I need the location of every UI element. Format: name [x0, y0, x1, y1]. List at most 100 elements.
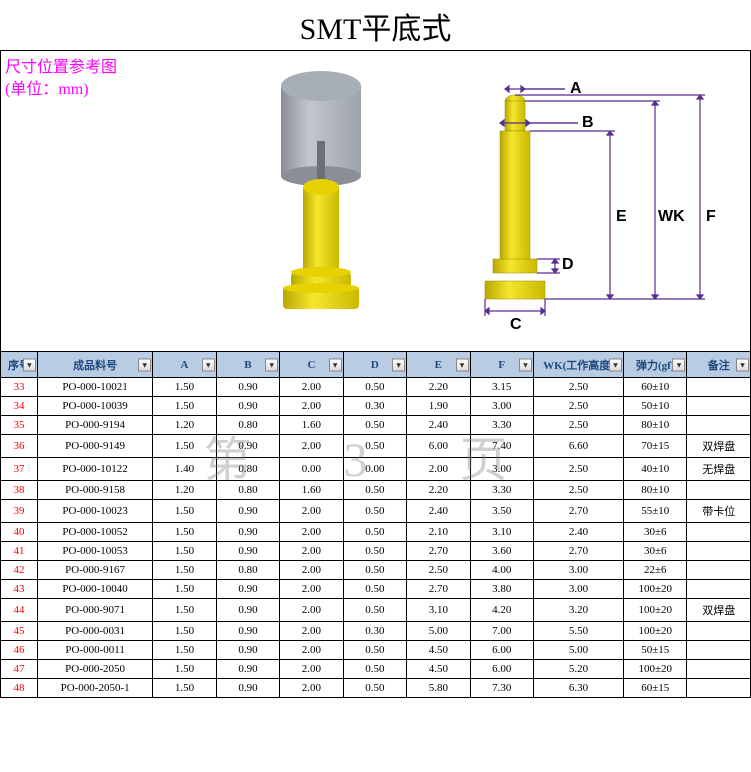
- table-cell: 2.00: [280, 397, 343, 416]
- column-label: 弹力(gf): [636, 360, 675, 372]
- table-cell: 0.50: [343, 660, 406, 679]
- column-header[interactable]: WK(工作高度)▾: [534, 352, 624, 378]
- table-cell: 2.10: [407, 523, 470, 542]
- table-cell: PO-000-2050-1: [37, 679, 152, 698]
- table-cell: 47: [1, 660, 38, 679]
- table-cell: 6.60: [534, 435, 624, 458]
- filter-dropdown-icon[interactable]: ▾: [736, 358, 749, 371]
- table-cell: 6.30: [534, 679, 624, 698]
- table-cell: PO-000-10039: [37, 397, 152, 416]
- table-cell: 1.50: [153, 679, 216, 698]
- table-cell: 3.00: [470, 458, 533, 481]
- column-header[interactable]: E▾: [407, 352, 470, 378]
- table-cell: 0.50: [343, 416, 406, 435]
- filter-dropdown-icon[interactable]: ▾: [519, 358, 532, 371]
- table-row: 42PO-000-91671.500.802.000.502.504.003.0…: [1, 561, 751, 580]
- column-header[interactable]: C▾: [280, 352, 343, 378]
- column-header[interactable]: 序号▾: [1, 352, 38, 378]
- table-cell: 1.50: [153, 542, 216, 561]
- table-cell: 3.00: [534, 561, 624, 580]
- table-cell: PO-000-0031: [37, 622, 152, 641]
- filter-dropdown-icon[interactable]: ▾: [456, 358, 469, 371]
- table-cell: [687, 641, 751, 660]
- filter-dropdown-icon[interactable]: ▾: [202, 358, 215, 371]
- table-cell: 2.20: [407, 481, 470, 500]
- table-cell: [687, 378, 751, 397]
- column-header[interactable]: B▾: [216, 352, 279, 378]
- table-cell: 100±20: [624, 599, 687, 622]
- table-cell: PO-000-9167: [37, 561, 152, 580]
- table-cell: 33: [1, 378, 38, 397]
- table-cell: 2.00: [280, 542, 343, 561]
- table-cell: 2.00: [280, 679, 343, 698]
- diagram-area: 尺寸位置参考图 (单位：mm): [0, 51, 751, 351]
- table-cell: [687, 622, 751, 641]
- table-cell: 0.90: [216, 500, 279, 523]
- table-cell: 5.00: [407, 622, 470, 641]
- table-cell: 0.00: [280, 458, 343, 481]
- table-cell: 2.50: [534, 397, 624, 416]
- column-header[interactable]: F▾: [470, 352, 533, 378]
- table-cell: 0.30: [343, 622, 406, 641]
- spec-table: 序号▾成品料号▾A▾B▾C▾D▾E▾F▾WK(工作高度)▾弹力(gf)▾备注▾ …: [0, 351, 751, 698]
- table-cell: 50±15: [624, 641, 687, 660]
- table-cell: 3.15: [470, 378, 533, 397]
- dimension-diagram: A B D C E WK F: [460, 71, 730, 341]
- table-cell: 1.50: [153, 523, 216, 542]
- column-header[interactable]: 成品料号▾: [37, 352, 152, 378]
- filter-dropdown-icon[interactable]: ▾: [138, 358, 151, 371]
- filter-dropdown-icon[interactable]: ▾: [23, 358, 36, 371]
- table-cell: PO-000-10040: [37, 580, 152, 599]
- filter-dropdown-icon[interactable]: ▾: [672, 358, 685, 371]
- table-cell: 2.50: [407, 561, 470, 580]
- dim-label-c: C: [510, 316, 522, 333]
- table-cell: 38: [1, 481, 38, 500]
- dim-label-f: F: [706, 208, 716, 225]
- table-cell: 0.90: [216, 641, 279, 660]
- table-cell: 0.50: [343, 481, 406, 500]
- table-cell: 50±10: [624, 397, 687, 416]
- column-header[interactable]: D▾: [343, 352, 406, 378]
- table-cell: 0.50: [343, 679, 406, 698]
- dim-label-d: D: [562, 256, 574, 273]
- table-cell: 2.00: [280, 660, 343, 679]
- table-cell: 2.50: [534, 378, 624, 397]
- table-row: 46PO-000-00111.500.902.000.504.506.005.0…: [1, 641, 751, 660]
- filter-dropdown-icon[interactable]: ▾: [609, 358, 622, 371]
- table-cell: 3.50: [470, 500, 533, 523]
- table-cell: 7.00: [470, 622, 533, 641]
- column-header[interactable]: A▾: [153, 352, 216, 378]
- table-cell: 30±6: [624, 542, 687, 561]
- table-cell: 100±20: [624, 580, 687, 599]
- table-cell: 2.40: [407, 500, 470, 523]
- table-cell: 55±10: [624, 500, 687, 523]
- filter-dropdown-icon[interactable]: ▾: [329, 358, 342, 371]
- table-cell: 0.50: [343, 580, 406, 599]
- table-cell: PO-000-9158: [37, 481, 152, 500]
- table-cell: 41: [1, 542, 38, 561]
- pin-3d-illustration: [261, 71, 381, 331]
- table-cell: 2.40: [407, 416, 470, 435]
- table-cell: 43: [1, 580, 38, 599]
- table-cell: 2.00: [280, 523, 343, 542]
- table-cell: 0.50: [343, 599, 406, 622]
- table-row: 38PO-000-91581.200.801.600.502.203.302.5…: [1, 481, 751, 500]
- table-cell: 3.10: [407, 599, 470, 622]
- column-label: WK(工作高度): [543, 360, 614, 372]
- table-cell: 0.90: [216, 435, 279, 458]
- table-cell: 0.90: [216, 523, 279, 542]
- column-header[interactable]: 备注▾: [687, 352, 751, 378]
- table-cell: 2.70: [407, 542, 470, 561]
- table-cell: 1.20: [153, 416, 216, 435]
- filter-dropdown-icon[interactable]: ▾: [392, 358, 405, 371]
- table-cell: 7.40: [470, 435, 533, 458]
- column-header[interactable]: 弹力(gf)▾: [624, 352, 687, 378]
- table-cell: 4.20: [470, 599, 533, 622]
- reference-label: 尺寸位置参考图 (单位：mm): [5, 57, 117, 102]
- filter-dropdown-icon[interactable]: ▾: [265, 358, 278, 371]
- table-cell: 0.90: [216, 397, 279, 416]
- table-cell: 6.00: [470, 660, 533, 679]
- table-cell: [687, 580, 751, 599]
- table-cell: 1.20: [153, 481, 216, 500]
- table-cell: [687, 481, 751, 500]
